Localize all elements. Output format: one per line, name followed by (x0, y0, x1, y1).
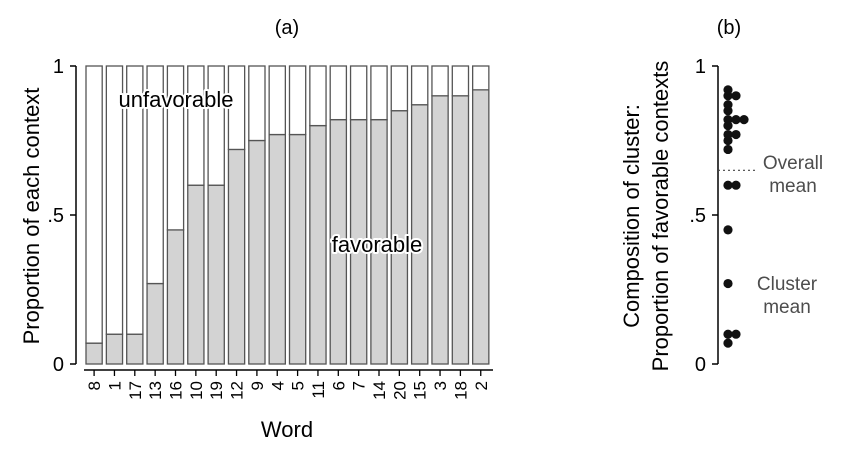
bar-unfavorable-word-6 (329, 65, 348, 121)
bar-unfavorable-word-8 (85, 65, 103, 344)
panel-a-title: (a) (275, 17, 299, 39)
panel-a-x-tick-label: 12 (228, 381, 247, 400)
panel-a-x-tick-label: 15 (411, 381, 430, 400)
bar-unfavorable-word-4 (268, 65, 286, 136)
cluster-point (723, 85, 733, 95)
bar-unfavorable-word-15 (410, 65, 429, 106)
cluster-point (723, 338, 733, 348)
cluster-point (723, 144, 733, 155)
cluster-point (723, 180, 733, 190)
panel-b-y-tick-label: .5 (689, 205, 706, 227)
cluster-point (723, 129, 733, 140)
label-unfavorable: unfavorable (119, 87, 234, 112)
panel-a-x-tick-label: 13 (146, 381, 165, 400)
bar-unfavorable-word-1 (105, 65, 124, 335)
panel-b-y-ticks: 0.51 (689, 56, 718, 376)
panel-a-x-tick-label: 8 (85, 381, 104, 390)
bar-favorable-word-3 (431, 95, 449, 365)
bar-unfavorable-word-9 (248, 65, 266, 142)
panel-a-y-tick-label: 1 (53, 56, 64, 78)
panel-a: (a) Proportion of each context 0.51 8 1 17… (19, 17, 493, 442)
panel-a-bars (85, 65, 490, 365)
cluster-point (723, 225, 733, 235)
bar-unfavorable-word-5 (288, 65, 307, 136)
cluster-point (723, 100, 733, 110)
bar-unfavorable-word-13 (146, 65, 164, 285)
label-favorable: favorable (332, 232, 423, 257)
panel-a-y-axis-label: Proportion of each context (19, 88, 44, 345)
panel-a-x-tick-label: 4 (268, 381, 287, 390)
bar-favorable-word-1 (105, 333, 124, 365)
panel-b-title: (b) (717, 17, 741, 39)
panel-a-x-tick-label: 3 (431, 381, 450, 390)
bar-unfavorable-word-17 (126, 65, 144, 335)
bar-favorable-word-4 (268, 133, 286, 365)
bar-favorable-word-11 (309, 124, 327, 365)
panel-a-x-tick-label: 2 (472, 381, 491, 390)
bar-favorable-word-5 (288, 133, 307, 365)
overall-mean-label-line2: mean (769, 176, 817, 197)
bar-favorable-word-19 (207, 184, 225, 365)
bar-favorable-word-17 (126, 333, 144, 365)
bar-favorable-word-13 (146, 282, 164, 365)
panel-a-y-ticks: 0.51 (47, 56, 76, 376)
cluster-point (723, 115, 733, 125)
panel-a-x-ticks: 8 1 17 13 16 10 19 12 9 4 5 11 6 7 14 20 15 3 18 2 (85, 370, 491, 400)
bar-unfavorable-word-7 (349, 65, 368, 121)
panel-a-x-tick-label: 14 (370, 381, 389, 400)
panel-a-x-axis-label: Word (261, 417, 313, 442)
cluster-point (723, 329, 733, 339)
bar-favorable-word-12 (227, 148, 246, 365)
bar-favorable-word-2 (471, 89, 490, 365)
panel-b-y-axis-label-line1: Composition of cluster: (619, 104, 644, 328)
cluster-mean-label-line2: mean (763, 297, 811, 318)
panel-a-x-tick-label: 19 (207, 381, 226, 400)
cluster-point (739, 115, 749, 125)
panel-a-y-tick-label: 0 (53, 354, 64, 376)
panel-a-x-tick-label: 18 (451, 381, 470, 400)
panel-a-x-tick-label: 6 (329, 381, 348, 390)
panel-a-x-tick-label: 17 (126, 381, 145, 400)
panel-b: (b) Composition of cluster: Proportion o… (619, 17, 823, 376)
bar-unfavorable-word-19 (207, 65, 225, 186)
bar-favorable-word-9 (248, 139, 266, 365)
panel-a-x-tick-label: 11 (309, 381, 328, 399)
cluster-point (723, 278, 733, 289)
panel-a-x-tick-label: 16 (167, 381, 186, 400)
bar-unfavorable-word-14 (370, 65, 388, 121)
cluster-point (731, 180, 741, 190)
panel-b-y-axis-label-line2: Proportion of favorable contexts (648, 61, 673, 372)
cluster-point (731, 115, 741, 125)
panel-a-y-tick-label: .5 (47, 205, 64, 227)
bar-unfavorable-word-12 (227, 65, 246, 151)
panel-a-x-tick-label: 10 (187, 381, 206, 400)
bar-unfavorable-word-2 (471, 65, 490, 91)
bar-unfavorable-word-16 (166, 65, 185, 231)
bar-favorable-word-16 (166, 229, 185, 365)
bar-unfavorable-word-3 (431, 65, 449, 97)
cluster-point (731, 129, 741, 140)
panel-b-y-tick-label: 1 (695, 56, 706, 78)
panel-a-x-tick-label: 1 (105, 381, 124, 390)
panel-b-y-tick-label: 0 (695, 354, 706, 376)
panel-a-x-tick-label: 9 (248, 381, 267, 390)
bar-unfavorable-word-10 (187, 65, 205, 186)
bar-favorable-word-18 (451, 95, 470, 365)
bar-favorable-word-8 (85, 342, 103, 365)
panel-b-points (723, 85, 749, 348)
cluster-point (731, 91, 741, 101)
overall-mean-label-line1: Overall (763, 153, 823, 174)
bar-favorable-word-10 (187, 184, 205, 365)
cluster-point (731, 329, 741, 339)
panel-a-x-tick-label: 20 (390, 381, 409, 400)
panel-a-x-tick-label: 7 (350, 381, 369, 390)
cluster-mean-label-line1: Cluster (757, 274, 818, 295)
bar-unfavorable-word-18 (451, 65, 470, 97)
panel-a-x-tick-label: 5 (289, 381, 308, 390)
bar-unfavorable-word-11 (309, 65, 327, 127)
bar-unfavorable-word-20 (390, 65, 409, 112)
